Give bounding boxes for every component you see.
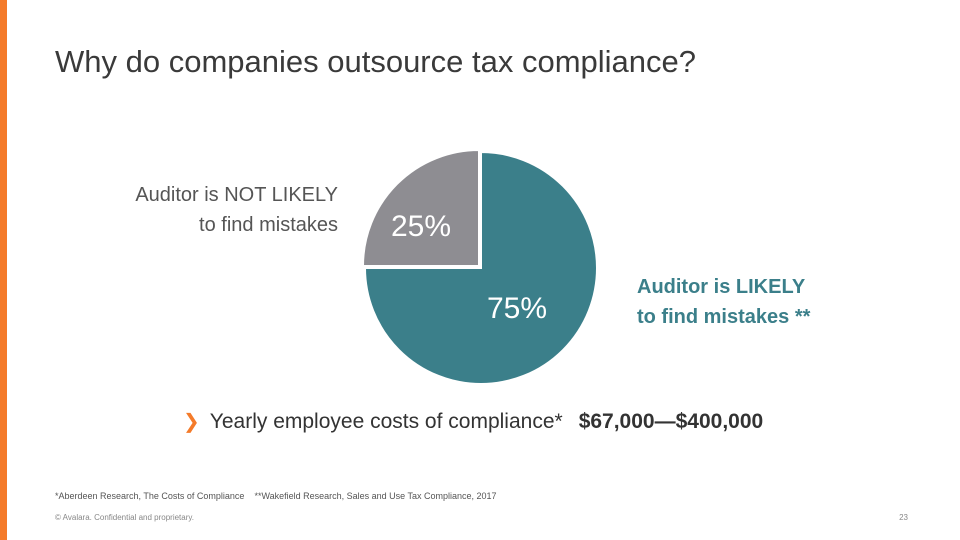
accent-bar bbox=[0, 0, 7, 540]
legend-label-line: Auditor is LIKELY bbox=[637, 276, 806, 298]
footnote: *Aberdeen Research, The Costs of Complia… bbox=[55, 491, 245, 501]
cost-label: Yearly employee costs of compliance* bbox=[209, 410, 563, 433]
slice-value-label: 25% bbox=[391, 210, 451, 243]
legend-label-not-likely: Auditor is NOT LIKELY to find mistakes bbox=[78, 180, 338, 240]
cost-amount: $67,000—$400,000 bbox=[578, 410, 764, 433]
copyright: © Avalara. Confidential and proprietary. bbox=[55, 513, 195, 522]
slide-title: Why do companies outsource tax complianc… bbox=[55, 44, 696, 79]
legend-label-likely: Auditor is LIKELY to find mistakes ** bbox=[637, 272, 810, 332]
footnote: **Wakefield Research, Sales and Use Tax … bbox=[254, 491, 497, 501]
pie-slice bbox=[361, 148, 480, 267]
slice-value-label: 75% bbox=[487, 292, 547, 325]
chevron-right-icon: ❯ bbox=[183, 411, 200, 433]
legend-label-line: to find mistakes bbox=[199, 214, 338, 236]
footnotes: *Aberdeen Research, The Costs of Complia… bbox=[55, 491, 497, 501]
legend-label-line: Auditor is NOT LIKELY bbox=[135, 184, 338, 206]
cost-row: ❯ Yearly employee costs of compliance* $67… bbox=[183, 409, 763, 434]
legend-label-line: to find mistakes ** bbox=[637, 306, 811, 328]
page-number: 23 bbox=[899, 513, 908, 522]
pie-slice bbox=[363, 150, 598, 385]
